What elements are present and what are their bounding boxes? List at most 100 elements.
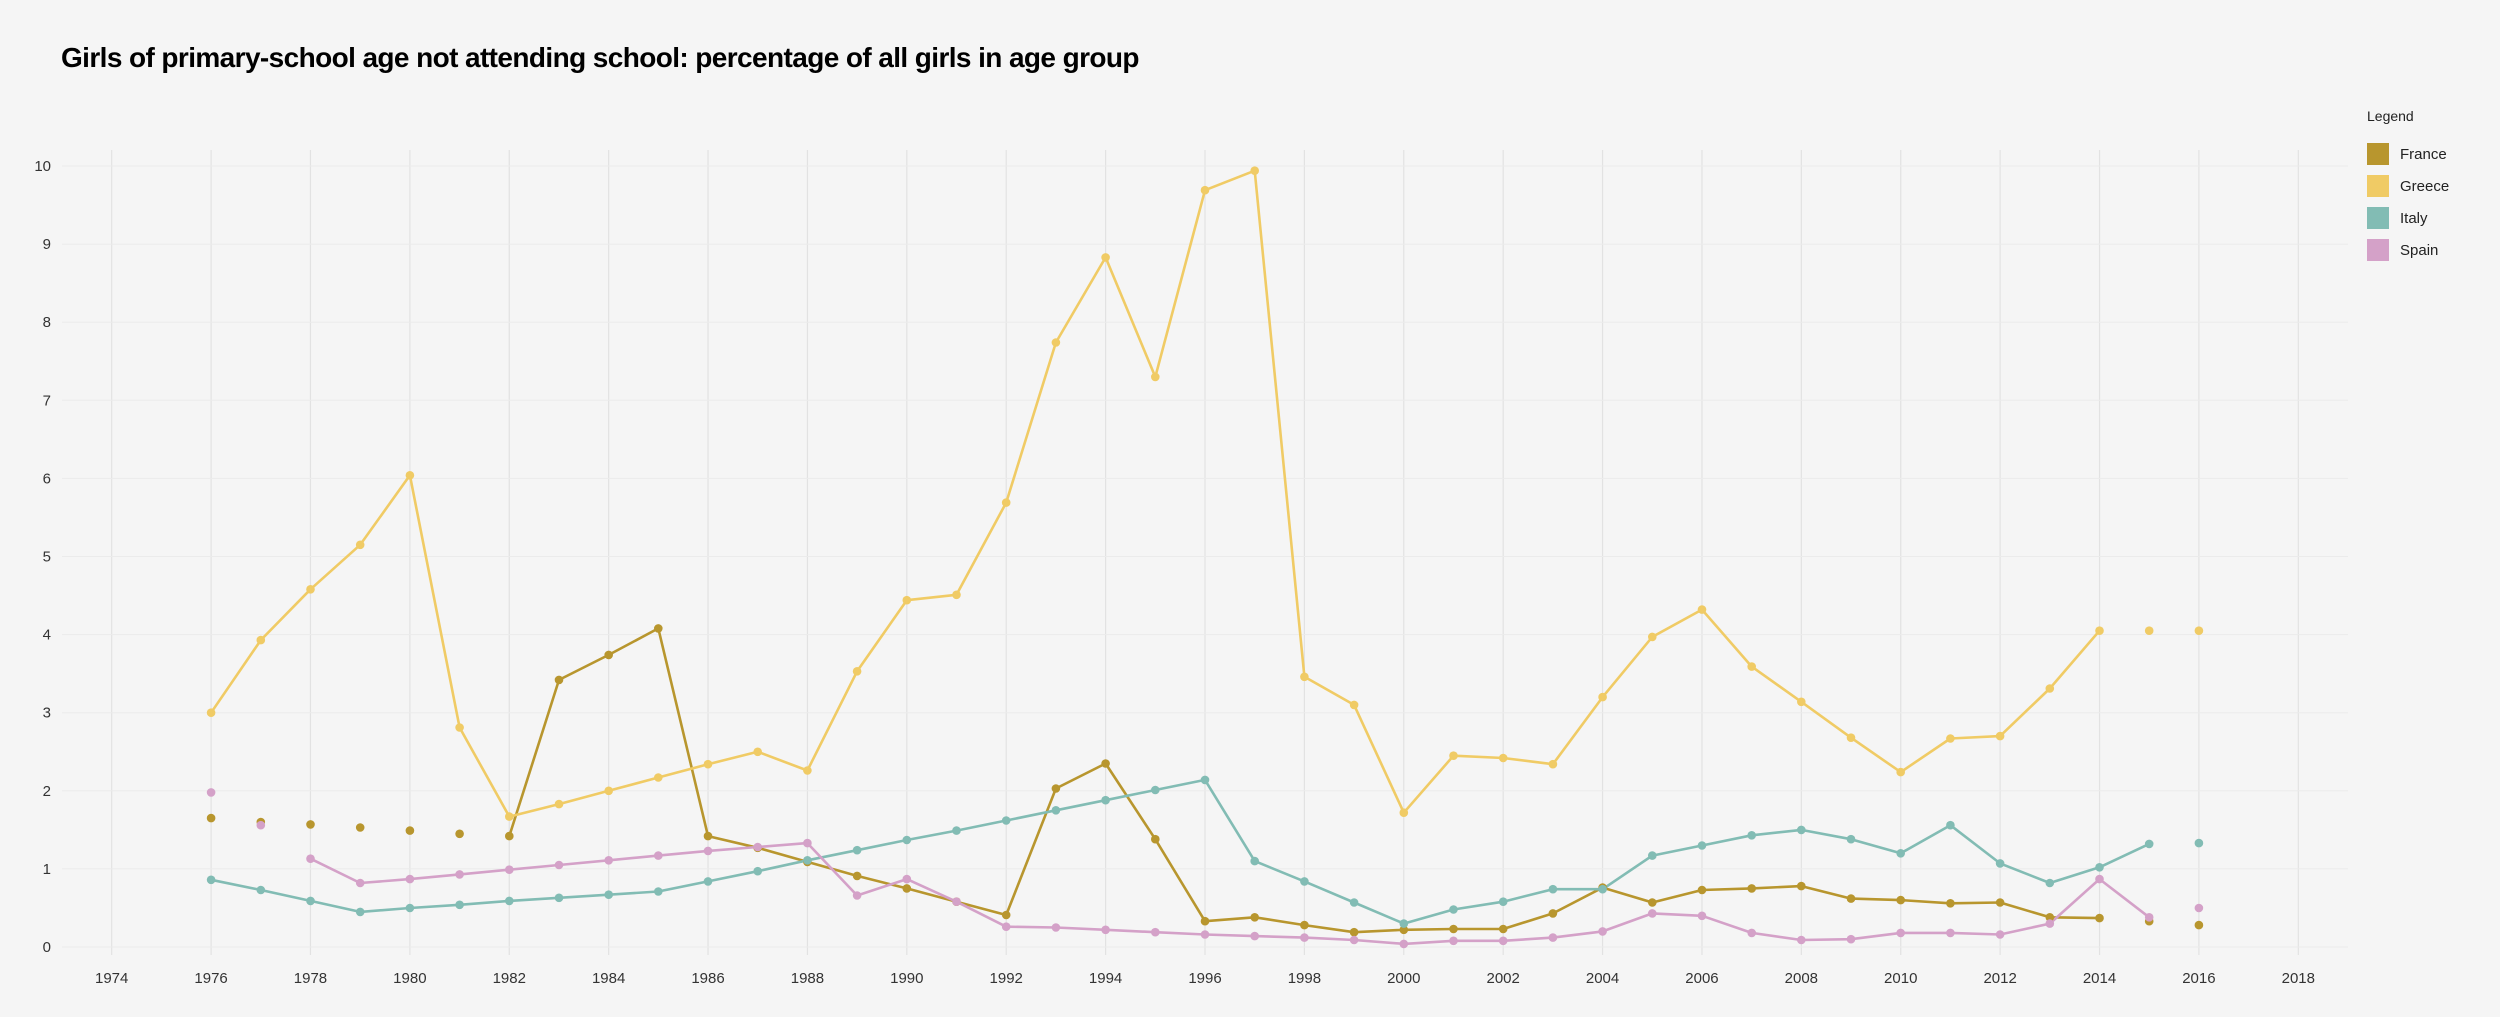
data-point-greece (604, 786, 613, 796)
data-point-greece (405, 471, 415, 480)
data-point-france (554, 675, 564, 685)
data-point-italy (1846, 834, 1856, 844)
data-point-france (1896, 895, 1905, 905)
legend-item-spain: Spain (2367, 234, 2449, 266)
data-point-france (604, 650, 613, 660)
data-point-spain (654, 851, 663, 860)
data-point-italy (1648, 851, 1657, 860)
data-point-greece (1598, 692, 1607, 702)
data-point-spain (1995, 930, 2005, 939)
data-point-france (1995, 898, 2005, 907)
y-tick-label: 5 (43, 549, 51, 566)
data-point-greece (1101, 253, 1110, 262)
data-point-greece (256, 635, 266, 645)
data-point-spain (1101, 925, 1110, 935)
data-point-italy (1051, 806, 1061, 815)
x-tick-label: 1978 (294, 970, 327, 987)
data-point-italy (256, 885, 266, 895)
data-point-france (1797, 881, 1806, 891)
data-point-spain (604, 856, 613, 865)
data-point-greece (1747, 662, 1756, 671)
data-point-spain (1697, 911, 1707, 921)
data-point-italy (1946, 820, 1955, 830)
data-point-france (1051, 784, 1061, 793)
data-point-italy (703, 877, 713, 886)
data-point-spain (1548, 933, 1558, 942)
x-tick-label: 1974 (95, 970, 128, 987)
data-point-greece (1250, 166, 1259, 175)
data-point-spain (952, 897, 961, 906)
data-point-greece (355, 540, 365, 550)
data-point-france (1151, 834, 1160, 844)
y-tick-label: 9 (43, 236, 51, 253)
data-point-greece (455, 723, 464, 732)
data-point-spain (1797, 935, 1806, 945)
data-point-spain (2144, 913, 2154, 922)
data-point-france (1101, 759, 1110, 768)
data-point-italy (1896, 849, 1905, 858)
data-point-spain (1846, 934, 1856, 944)
y-tick-label: 2 (43, 783, 51, 800)
data-point-france (1498, 924, 1508, 934)
data-point-italy (1548, 884, 1558, 894)
data-point-greece (1498, 753, 1508, 763)
data-point-greece (703, 759, 713, 769)
data-point-italy (1747, 831, 1756, 840)
data-point-italy (1399, 919, 1409, 928)
data-point-italy (902, 835, 912, 845)
data-point-greece (1001, 498, 1011, 507)
data-point-italy (405, 903, 415, 913)
x-tick-label: 2018 (2282, 970, 2315, 987)
data-point-spain (753, 842, 762, 852)
data-point-france (654, 624, 663, 633)
data-point-italy (1300, 877, 1309, 886)
data-point-greece (952, 590, 961, 600)
legend-label: Italy (2400, 209, 2428, 227)
data-point-spain (1896, 928, 1905, 938)
legend-items: France Greece Italy Spain (2367, 138, 2449, 266)
y-tick-label: 10 (34, 158, 51, 175)
data-point-italy (2194, 838, 2204, 848)
data-point-spain (554, 860, 564, 870)
data-point-spain (2095, 874, 2104, 884)
data-point-greece (1648, 632, 1657, 642)
data-point-spain (455, 870, 464, 879)
x-tick-label: 1988 (791, 970, 824, 987)
y-tick-label: 1 (43, 861, 51, 878)
legend-item-italy: Italy (2367, 202, 2449, 234)
legend-swatch (2367, 207, 2389, 229)
data-point-greece (1946, 734, 1955, 743)
data-point-france (1697, 885, 1707, 895)
data-point-spain (1349, 935, 1359, 945)
legend-swatch (2367, 175, 2389, 197)
data-point-greece (1349, 700, 1359, 710)
data-point-greece (1896, 767, 1905, 777)
legend-swatch (2367, 239, 2389, 261)
x-tick-label: 2012 (1983, 970, 2016, 987)
data-point-spain (1946, 928, 1955, 938)
data-point-spain (1399, 939, 1409, 949)
data-point-italy (654, 887, 663, 896)
data-point-greece (1548, 759, 1558, 769)
x-tick-label: 1976 (194, 970, 227, 987)
data-point-greece (753, 747, 762, 757)
data-point-spain (306, 854, 315, 863)
data-point-france (1449, 924, 1458, 934)
data-point-greece (1151, 372, 1160, 382)
x-tick-label: 2006 (1685, 970, 1718, 987)
x-tick-label: 2002 (1486, 970, 1519, 987)
data-point-greece (852, 667, 862, 676)
data-point-france (505, 831, 514, 841)
data-point-italy (2144, 839, 2154, 849)
data-point-italy (1101, 795, 1110, 805)
legend: Legend France Greece Italy Spain (2367, 108, 2449, 266)
legend-label: Greece (2400, 177, 2450, 195)
y-tick-label: 8 (43, 314, 51, 331)
data-point-greece (1300, 672, 1309, 682)
data-point-spain (1747, 928, 1756, 938)
data-point-spain (902, 874, 912, 884)
data-point-france (1747, 884, 1756, 893)
series-line-greece (210, 169, 2101, 818)
grid-lines (62, 150, 2348, 955)
chart-title: Girls of primary-school age not attendin… (61, 42, 1139, 73)
